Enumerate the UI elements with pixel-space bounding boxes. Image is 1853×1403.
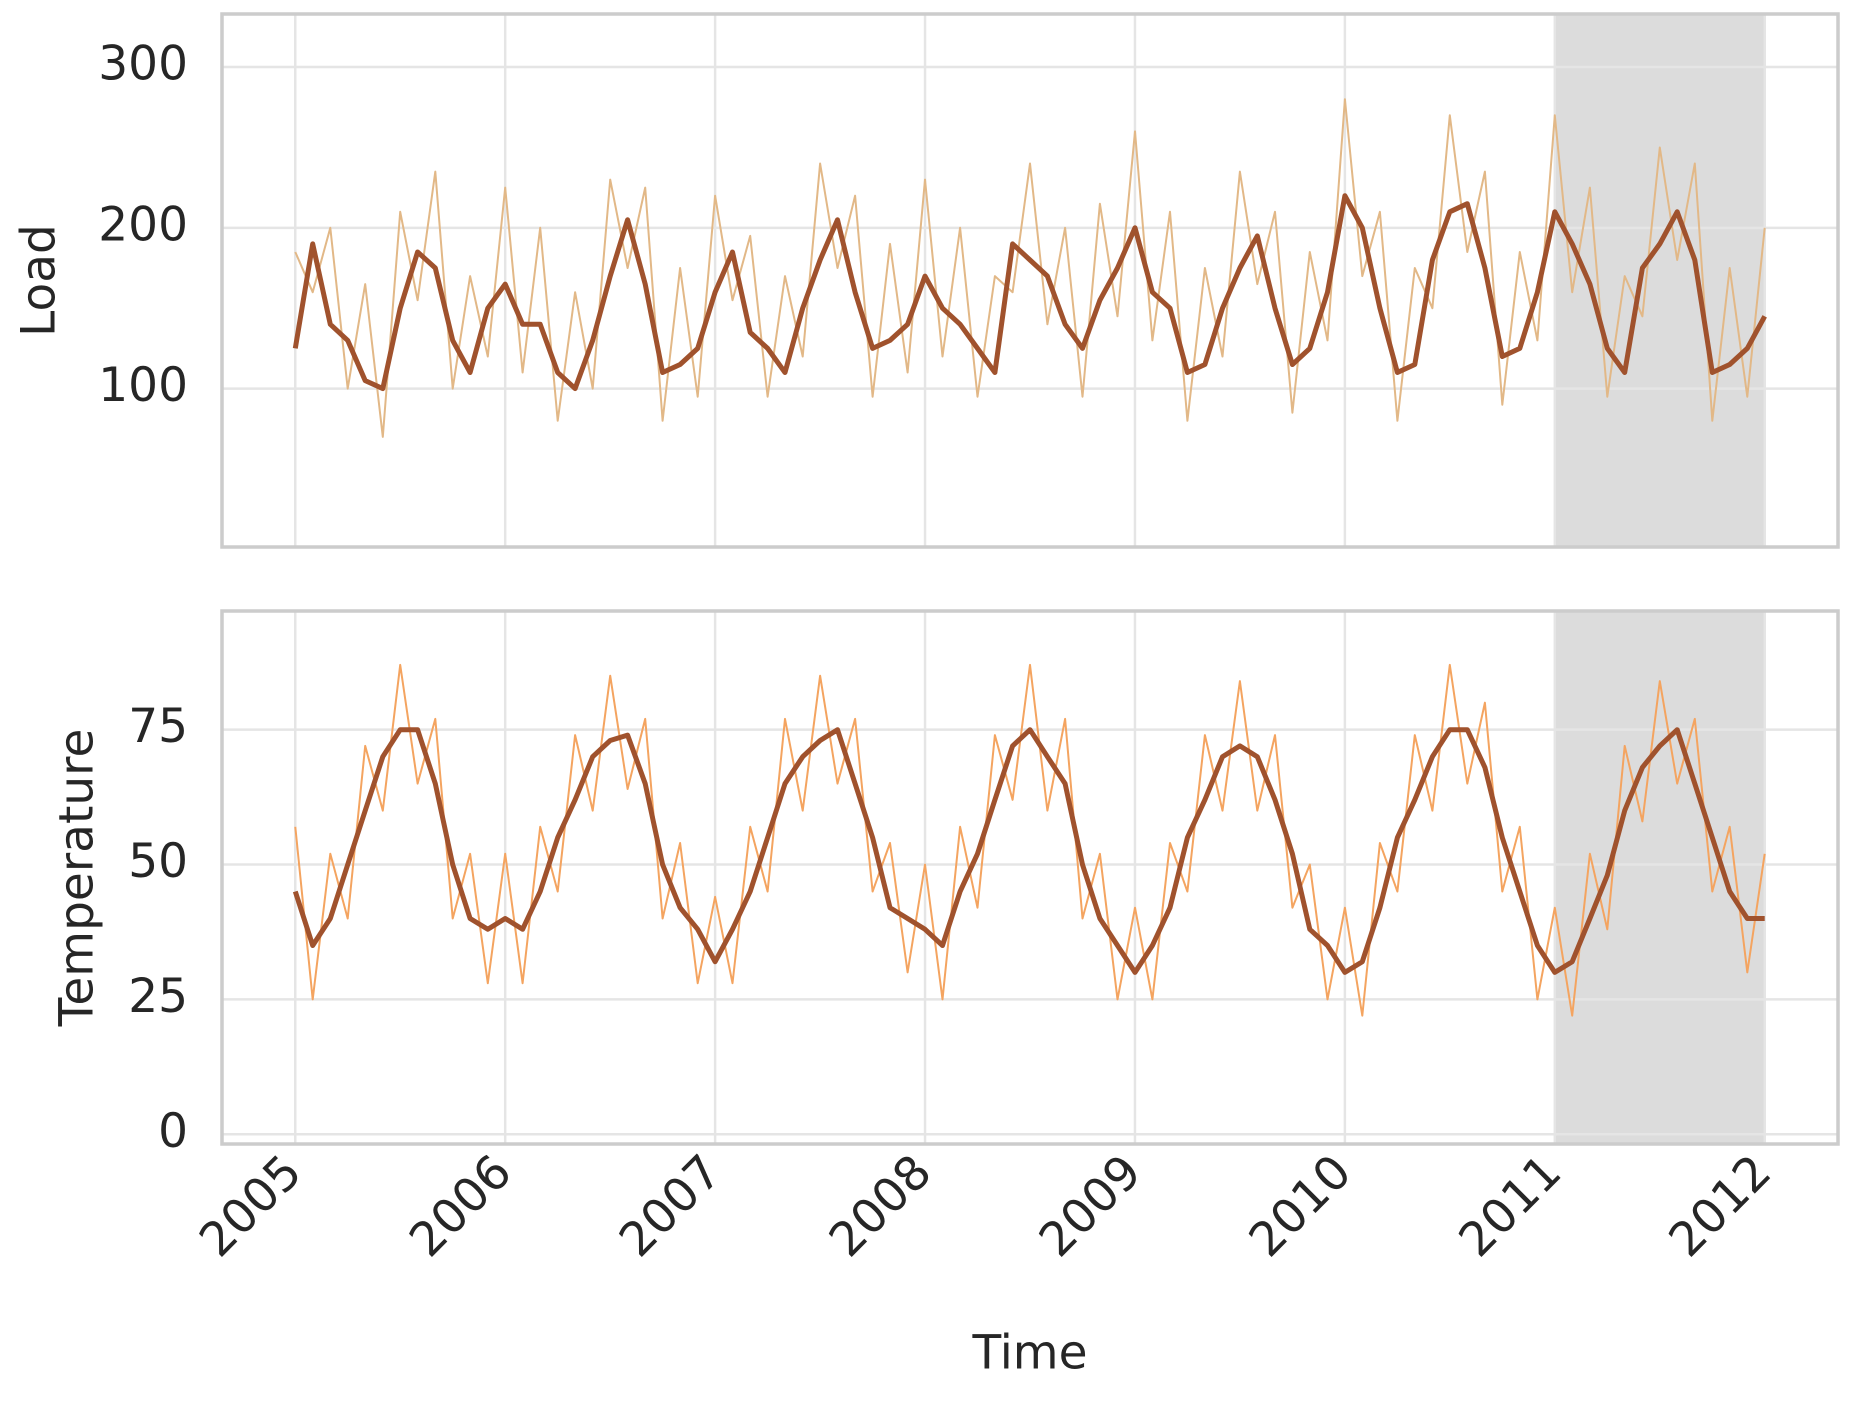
series-line (292, 193, 1767, 392)
y-tick-label: 100 (98, 358, 188, 413)
x-tick-label: 2011 (1449, 1144, 1572, 1267)
y-tick-label: 200 (98, 197, 188, 252)
shaded-region (1554, 611, 1765, 1144)
y-tick-label: 50 (128, 834, 188, 889)
series-line (292, 727, 1765, 975)
x-tick-label: 2012 (1659, 1144, 1782, 1267)
x-axis-label: Time (971, 1326, 1087, 1381)
axes-frame (220, 12, 1840, 549)
series-line (294, 663, 1766, 1017)
axes-frame (220, 609, 1840, 1146)
y-tick-label: 0 (158, 1104, 188, 1159)
x-tick-label: 2008 (819, 1144, 942, 1267)
x-tick-label: 2007 (609, 1144, 732, 1267)
x-tick-label: 2009 (1029, 1144, 1152, 1267)
y-axis-label: Load (12, 224, 67, 337)
y-tick-label: 75 (128, 699, 188, 754)
x-tick-label: 2006 (399, 1144, 522, 1267)
y-tick-label: 300 (98, 37, 188, 92)
x-tick-label: 2010 (1239, 1144, 1362, 1267)
series-line (294, 98, 1766, 438)
y-tick-label: 25 (128, 969, 188, 1024)
y-axis-label: Temperature (50, 729, 105, 1028)
x-tick-label: 2005 (189, 1144, 312, 1267)
